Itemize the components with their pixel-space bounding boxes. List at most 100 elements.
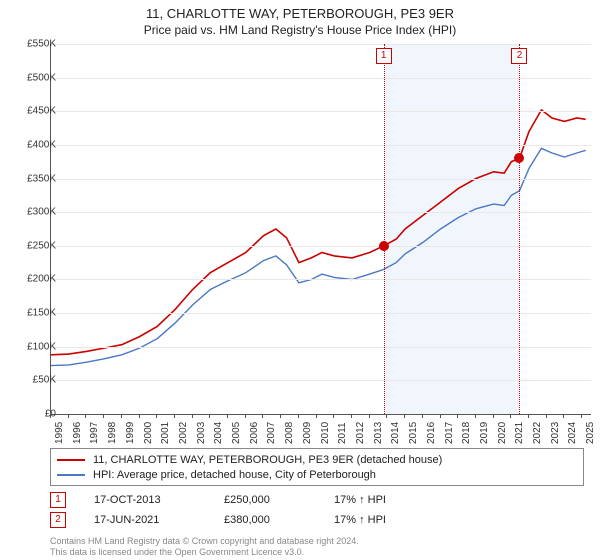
y-axis-label: £300K <box>8 207 56 218</box>
x-tick <box>192 414 193 418</box>
y-axis-label: £550K <box>8 39 56 50</box>
x-axis-label: 2012 <box>355 422 366 444</box>
legend-swatch <box>57 459 85 461</box>
gridline-h <box>51 279 591 280</box>
x-axis-label: 2020 <box>497 422 508 444</box>
sale-price: £380,000 <box>224 514 334 526</box>
x-axis-label: 2023 <box>550 422 561 444</box>
x-tick <box>510 414 511 418</box>
gridline-h <box>51 111 591 112</box>
y-axis-label: £250K <box>8 240 56 251</box>
plot-area <box>50 44 591 415</box>
sale-price: £250,000 <box>224 494 334 506</box>
x-tick <box>581 414 582 418</box>
x-axis-label: 2021 <box>514 422 525 444</box>
x-axis-label: 2015 <box>408 422 419 444</box>
line-svg <box>51 44 591 414</box>
x-axis-label: 2022 <box>532 422 543 444</box>
sale-date: 17-OCT-2013 <box>94 494 224 506</box>
x-tick <box>528 414 529 418</box>
sale-row: 1 17-OCT-2013£250,00017% ↑ HPI <box>50 492 454 508</box>
chart-title: 11, CHARLOTTE WAY, PETERBOROUGH, PE3 9ER <box>0 0 600 23</box>
x-tick <box>245 414 246 418</box>
x-tick <box>262 414 263 418</box>
series-property <box>51 110 586 355</box>
sale-row: 217-JUN-2021£380,00017% ↑ HPI <box>50 512 454 528</box>
y-axis-label: £200K <box>8 274 56 285</box>
footer-line-2: This data is licensed under the Open Gov… <box>50 547 359 558</box>
sale-hpi: 17% ↑ HPI <box>334 514 454 526</box>
x-tick <box>121 414 122 418</box>
x-axis-label: 2016 <box>426 422 437 444</box>
x-tick <box>440 414 441 418</box>
x-axis-label: 2004 <box>213 422 224 444</box>
x-tick <box>85 414 86 418</box>
x-tick <box>563 414 564 418</box>
gridline-h <box>51 380 591 381</box>
y-axis-label: £350K <box>8 173 56 184</box>
x-axis-label: 2025 <box>585 422 596 444</box>
marker-box: 1 <box>376 48 392 64</box>
x-axis-label: 1996 <box>72 422 83 444</box>
x-axis-label: 1995 <box>54 422 65 444</box>
marker-dot <box>379 241 389 251</box>
marker-line <box>519 44 520 414</box>
marker-line <box>384 44 385 414</box>
footer-line-1: Contains HM Land Registry data © Crown c… <box>50 536 359 547</box>
chart-container: 11, CHARLOTTE WAY, PETERBOROUGH, PE3 9ER… <box>0 0 600 560</box>
y-axis-label: £0 <box>8 409 56 420</box>
x-axis-label: 2003 <box>196 422 207 444</box>
x-axis-label: 2024 <box>567 422 578 444</box>
gridline-h <box>51 347 591 348</box>
sale-marker-box: 1 <box>50 492 66 508</box>
x-tick <box>174 414 175 418</box>
x-tick <box>475 414 476 418</box>
x-axis-label: 2001 <box>160 422 171 444</box>
x-axis-label: 1998 <box>107 422 118 444</box>
x-axis-label: 2017 <box>444 422 455 444</box>
x-tick <box>227 414 228 418</box>
chart-subtitle: Price paid vs. HM Land Registry's House … <box>0 23 600 41</box>
gridline-h <box>51 78 591 79</box>
x-tick <box>316 414 317 418</box>
x-tick <box>546 414 547 418</box>
legend-row: 11, CHARLOTTE WAY, PETERBOROUGH, PE3 9ER… <box>57 452 577 467</box>
x-axis-label: 2013 <box>373 422 384 444</box>
legend-row: HPI: Average price, detached house, City… <box>57 467 577 482</box>
x-tick <box>386 414 387 418</box>
gridline-h <box>51 246 591 247</box>
x-tick <box>280 414 281 418</box>
gridline-h <box>51 313 591 314</box>
x-axis-label: 2009 <box>302 422 313 444</box>
legend-box: 11, CHARLOTTE WAY, PETERBOROUGH, PE3 9ER… <box>50 448 584 486</box>
x-axis-label: 2005 <box>231 422 242 444</box>
x-tick <box>103 414 104 418</box>
x-axis-label: 2019 <box>479 422 490 444</box>
x-axis-label: 2014 <box>390 422 401 444</box>
legend-label: HPI: Average price, detached house, City… <box>93 469 376 481</box>
x-tick <box>457 414 458 418</box>
x-tick <box>209 414 210 418</box>
x-tick <box>139 414 140 418</box>
x-axis-label: 1999 <box>125 422 136 444</box>
gridline-h <box>51 212 591 213</box>
gridline-h <box>51 44 591 45</box>
x-tick <box>493 414 494 418</box>
x-axis-label: 2018 <box>461 422 472 444</box>
legend-label: 11, CHARLOTTE WAY, PETERBOROUGH, PE3 9ER… <box>93 454 442 466</box>
y-axis-label: £500K <box>8 72 56 83</box>
y-axis-label: £100K <box>8 341 56 352</box>
x-tick <box>298 414 299 418</box>
x-tick <box>68 414 69 418</box>
sale-date: 17-JUN-2021 <box>94 514 224 526</box>
x-tick <box>369 414 370 418</box>
x-axis-label: 2000 <box>143 422 154 444</box>
legend-swatch <box>57 474 85 476</box>
y-axis-label: £400K <box>8 139 56 150</box>
gridline-h <box>51 179 591 180</box>
x-tick <box>422 414 423 418</box>
marker-box: 2 <box>511 48 527 64</box>
gridline-h <box>51 145 591 146</box>
sale-hpi: 17% ↑ HPI <box>334 494 454 506</box>
x-axis-label: 2008 <box>284 422 295 444</box>
